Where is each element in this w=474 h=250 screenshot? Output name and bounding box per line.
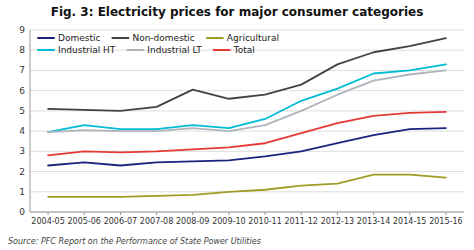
series-line bbox=[48, 70, 446, 132]
y-tick-label: 0 bbox=[19, 207, 25, 217]
x-tick-label: 2013-14 bbox=[357, 217, 390, 226]
x-tick bbox=[48, 212, 49, 215]
grid-line bbox=[30, 90, 464, 91]
x-tick bbox=[84, 212, 85, 215]
x-tick-label: 2012-13 bbox=[321, 217, 354, 226]
legend: Domestic Non-domestic Agricultural Industri… bbox=[38, 33, 279, 55]
legend-swatch bbox=[38, 49, 54, 51]
y-tick-label: 6 bbox=[19, 86, 25, 96]
series-line bbox=[48, 175, 446, 197]
grid bbox=[30, 30, 464, 212]
legend-label: Non-domestic bbox=[132, 33, 194, 43]
grid-line bbox=[30, 30, 464, 31]
series-line bbox=[48, 128, 446, 165]
x-tick bbox=[228, 212, 229, 215]
series-line bbox=[48, 112, 446, 155]
x-tick-label: 2008-09 bbox=[176, 217, 209, 226]
x-tick bbox=[409, 212, 410, 215]
y-tick-label: 9 bbox=[19, 25, 25, 35]
series-line bbox=[48, 38, 446, 111]
x-tick-label: 2007-08 bbox=[140, 217, 173, 226]
x-tick-label: 2004-05 bbox=[31, 217, 64, 226]
series-line bbox=[48, 64, 446, 132]
x-tick bbox=[120, 212, 121, 215]
x-tick-label: 2006-07 bbox=[104, 217, 137, 226]
x-tick-label: 2009-10 bbox=[212, 217, 245, 226]
y-tick-label: 5 bbox=[19, 106, 25, 116]
legend-swatch bbox=[207, 37, 223, 39]
x-axis bbox=[30, 212, 464, 213]
y-tick-label: 7 bbox=[19, 65, 25, 75]
y-tick-label: 3 bbox=[19, 146, 25, 156]
legend-swatch bbox=[38, 37, 54, 39]
y-tick-label: 4 bbox=[19, 126, 25, 136]
y-tick-label: 2 bbox=[19, 167, 25, 177]
legend-swatch bbox=[127, 49, 143, 51]
lines bbox=[48, 38, 446, 197]
x-tick-label: 2011-12 bbox=[285, 217, 318, 226]
x-tick bbox=[265, 212, 266, 215]
chart: Fig. 3: Electricity prices for major con… bbox=[0, 0, 474, 250]
x-tick-label: 2014-15 bbox=[393, 217, 426, 226]
x-tick-label: 2005-06 bbox=[68, 217, 101, 226]
source-note: Source: PFC Report on the Performance of… bbox=[8, 237, 261, 246]
legend-label: Domestic bbox=[58, 33, 100, 43]
legend-swatch bbox=[214, 49, 230, 51]
legend-swatch bbox=[112, 37, 128, 39]
x-tick bbox=[156, 212, 157, 215]
y-axis bbox=[30, 30, 31, 212]
title: Fig. 3: Electricity prices for major con… bbox=[51, 5, 424, 19]
grid-line bbox=[30, 212, 464, 213]
legend-label: Agricultural bbox=[227, 33, 279, 43]
legend-label: Industrial LT bbox=[147, 45, 202, 55]
x-tick bbox=[192, 212, 193, 215]
y-tick-label: 1 bbox=[19, 187, 25, 197]
x-tick bbox=[373, 212, 374, 215]
y-tick-label: 8 bbox=[19, 45, 25, 55]
grid-line bbox=[30, 171, 464, 172]
x-tick bbox=[337, 212, 338, 215]
legend-label: Industrial HT bbox=[58, 45, 116, 55]
x-tick bbox=[301, 212, 302, 215]
legend-label: Total bbox=[233, 45, 255, 55]
x-tick-label: 2010-11 bbox=[248, 217, 281, 226]
x-tick bbox=[445, 212, 446, 215]
x-tick-label: 2015-16 bbox=[429, 217, 462, 226]
